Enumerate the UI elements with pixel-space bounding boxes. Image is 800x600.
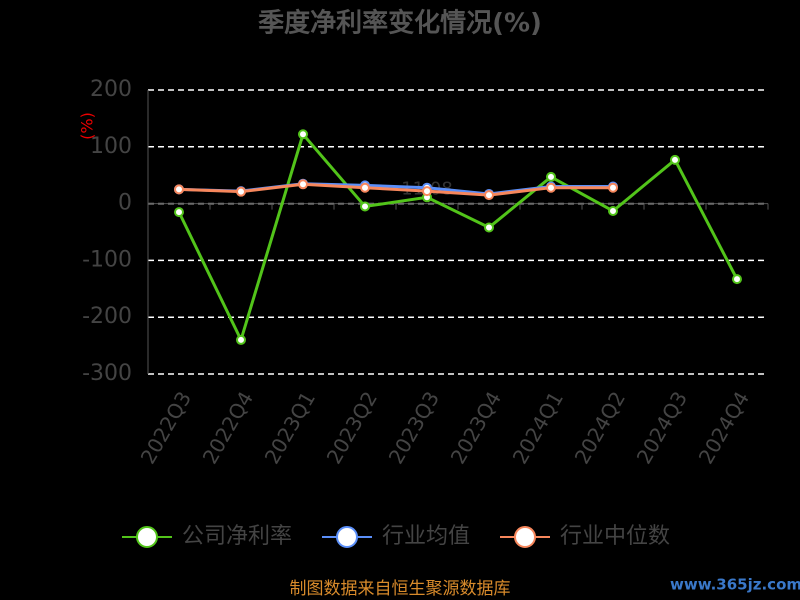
series-line [178,182,613,197]
legend-marker [336,526,358,548]
legend-marker [514,526,536,548]
y-tick-label: -100 [82,247,132,272]
data-point [484,222,494,233]
data-point [608,205,618,216]
y-tick-label: 200 [90,77,132,102]
data-point [174,184,184,195]
data-point [484,190,494,201]
data-point [422,186,432,197]
data-point [360,182,370,193]
y-tick-label: 100 [90,134,132,159]
y-tick-label: -200 [82,304,132,329]
data-point [546,171,556,182]
data-point [298,179,308,190]
legend-label: 行业均值 [382,524,470,549]
y-tick-label: 0 [118,191,132,216]
data-point [546,182,556,193]
series-line [177,131,739,345]
data-point [360,201,370,212]
y-tick-label: -300 [82,361,132,386]
data-point [608,182,618,193]
legend-label: 行业中位数 [560,524,670,549]
source-note: 制图数据来自恒生聚源数据库 [290,579,511,599]
data-point [298,129,308,140]
data-point [174,207,184,218]
y-axis-label: (%) [78,112,97,140]
data-point [670,154,680,165]
legend-marker [136,526,158,548]
legend-label: 公司净利率 [182,524,292,549]
data-point [732,274,742,285]
data-point [236,186,246,197]
chart-title: 季度净利率变化情况(%) [258,8,542,39]
watermark: www.365jz.com [670,576,800,594]
data-point [236,334,246,345]
